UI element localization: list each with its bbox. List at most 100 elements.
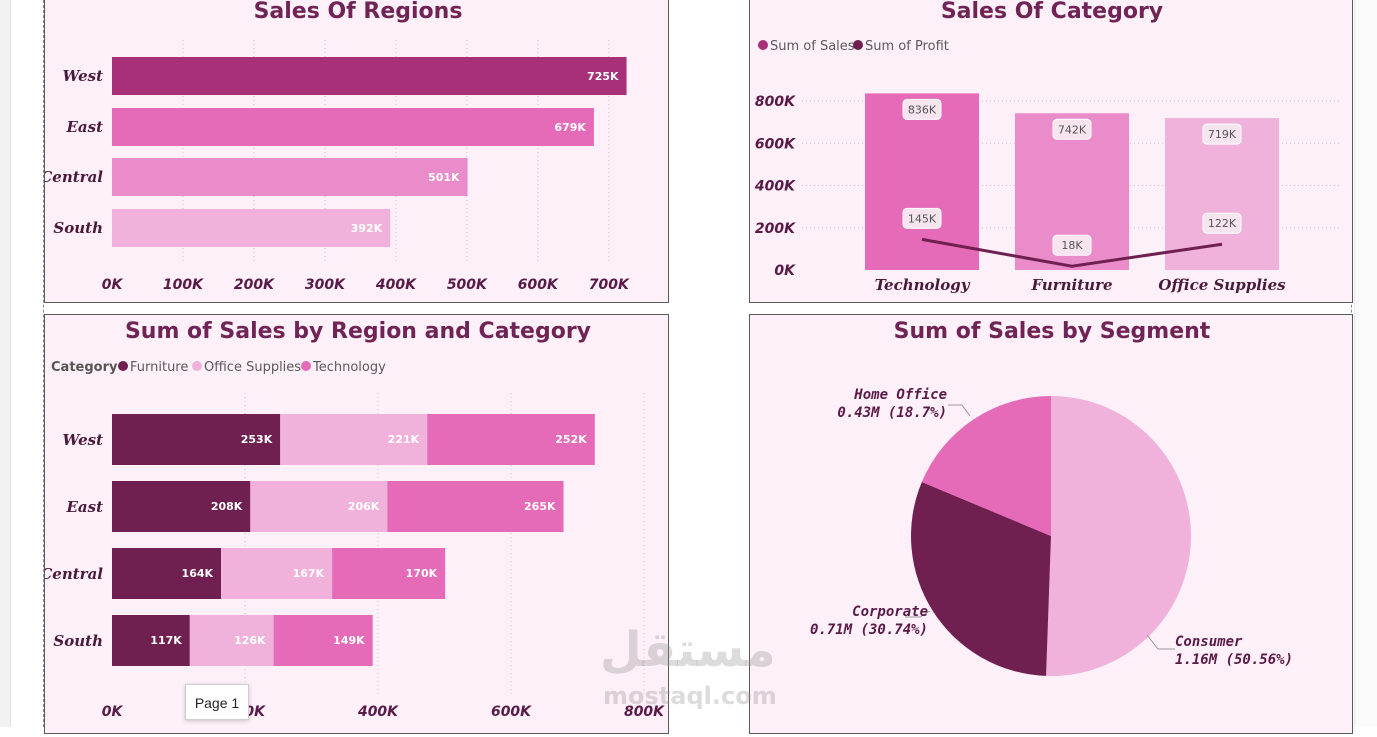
region-category-chart: Sum of Sales by Region and Category Cate… — [40, 319, 665, 720]
bar-segment — [112, 414, 281, 465]
x-tick-label: 400K — [357, 704, 399, 720]
data-label: 725K — [587, 70, 619, 83]
x-tick-label: 600K — [491, 704, 532, 720]
x-tick-label: 200K — [234, 277, 275, 293]
data-label-box — [902, 207, 942, 229]
category-label: Furniture — [1030, 276, 1112, 294]
y-tick-label: 400K — [754, 179, 796, 195]
slice-name: Home Office — [853, 387, 947, 403]
y-tick-label: 200K — [755, 221, 796, 237]
chart-title: Sales Of Category — [941, 0, 1163, 24]
chart-title: Sum of Sales by Segment — [894, 319, 1211, 344]
sales-of-regions-chart: Sales Of Regions 0K 100K 200K 300K 400K 500K 6… — [40, 0, 630, 293]
watermark-latin: mostaql.com — [603, 682, 777, 710]
bar-segment — [221, 548, 333, 599]
category-label: West — [62, 431, 103, 449]
data-label: 252K — [555, 433, 587, 446]
bar-segment — [427, 414, 595, 465]
bar-segment — [332, 548, 446, 599]
chart-title: Sales Of Regions — [254, 0, 463, 24]
bar-segment — [250, 481, 388, 532]
data-label: 164K — [182, 567, 214, 580]
bar-segment — [273, 615, 373, 666]
sales-of-category-panel[interactable]: Sales Of Category Sum of Sales Sum of Pro… — [749, 0, 1353, 303]
category-label: South — [53, 219, 103, 237]
x-tick-label: 700K — [589, 277, 630, 293]
legend-label: Sum of Profit — [865, 39, 949, 54]
x-tick-label: 0K — [102, 704, 124, 720]
slice-name: Corporate — [852, 604, 928, 620]
slice-value-label: 0.71M (30.74%) — [810, 622, 928, 638]
category-label: Central — [45, 565, 103, 583]
x-tick-label: 0K — [102, 277, 124, 293]
legend-marker — [192, 361, 202, 371]
leader-line — [948, 404, 971, 417]
leader-line — [905, 610, 931, 618]
bar-segment — [387, 481, 564, 532]
chart-title: Sum of Sales by Region and Category — [125, 319, 591, 344]
x-tick-label: 300K — [305, 277, 346, 293]
page-tooltip: Page 1 — [185, 684, 249, 720]
legend-marker — [301, 361, 311, 371]
slice-name: Consumer — [1175, 634, 1243, 650]
legend-label: Furniture — [130, 360, 188, 375]
slice-value-label: 1.16M (50.56%) — [1175, 652, 1293, 668]
legend-label: Technology — [312, 360, 386, 375]
x-tick-label: 500K — [447, 277, 488, 293]
category-label: East — [65, 498, 103, 516]
data-label: 167K — [293, 567, 325, 580]
legend-label: Office Supplies — [204, 360, 301, 375]
y-tick-label: 0K — [774, 263, 796, 279]
bar-segment — [280, 414, 428, 465]
bar-segment — [112, 481, 251, 532]
data-label: 208K — [211, 500, 243, 513]
category-label: Central — [45, 168, 103, 186]
data-label-box — [1202, 212, 1242, 234]
data-label: 836K — [908, 103, 937, 116]
page-guide-left — [43, 0, 44, 727]
slice-value-label: 0.43M (18.7%) — [837, 405, 947, 421]
data-label-box — [902, 98, 942, 120]
legend-marker — [118, 361, 128, 371]
data-label: 145K — [908, 212, 937, 225]
data-label-box — [1052, 234, 1092, 256]
x-tick-label: 600K — [518, 277, 559, 293]
segment-panel[interactable]: Sum of Sales by Segment Consumer 1.16M (5… — [749, 314, 1353, 734]
pie-slice — [911, 482, 1051, 676]
data-label: 117K — [150, 634, 182, 647]
data-label: 170K — [406, 567, 438, 580]
data-label: 501K — [428, 171, 460, 184]
right-scroll-strip[interactable] — [1354, 0, 1377, 727]
profit-line — [921, 237, 1223, 268]
sales-of-regions-panel[interactable]: Sales Of Regions 0K 100K 200K 300K 400K 500K 6… — [40, 0, 669, 303]
category-label: West — [62, 67, 103, 85]
data-label-box — [1052, 118, 1092, 140]
x-tick-label: 800K — [624, 704, 665, 720]
region-category-panel[interactable]: Sum of Sales by Region and Category Cate… — [40, 314, 669, 734]
data-label: 742K — [1058, 123, 1087, 136]
data-label: 126K — [234, 634, 266, 647]
pie-slice — [1046, 396, 1191, 676]
data-label: 253K — [241, 433, 273, 446]
category-label: South — [53, 632, 103, 650]
legend-title: Category — [51, 360, 118, 375]
data-label: 206K — [348, 500, 380, 513]
data-label: 265K — [524, 500, 556, 513]
legend-label: Sum of Sales — [770, 39, 855, 54]
data-label: 719K — [1208, 128, 1237, 141]
data-label-box — [1202, 123, 1242, 145]
pie-slice — [921, 396, 1051, 536]
data-label: 18K — [1061, 239, 1083, 252]
bar — [112, 57, 627, 95]
watermark-arabic: مستقل — [600, 622, 776, 678]
data-label: 392K — [351, 222, 383, 235]
data-label: 149K — [333, 634, 365, 647]
legend-marker — [853, 40, 863, 50]
leader-line — [1146, 634, 1175, 650]
legend-marker — [758, 40, 768, 50]
sales-of-category-chart: Sales Of Category Sum of Sales Sum of Pro… — [754, 0, 1340, 294]
bar-segment — [189, 615, 274, 666]
bar — [112, 158, 468, 196]
bar — [112, 108, 594, 146]
category-label: Office Supplies — [1158, 276, 1286, 294]
